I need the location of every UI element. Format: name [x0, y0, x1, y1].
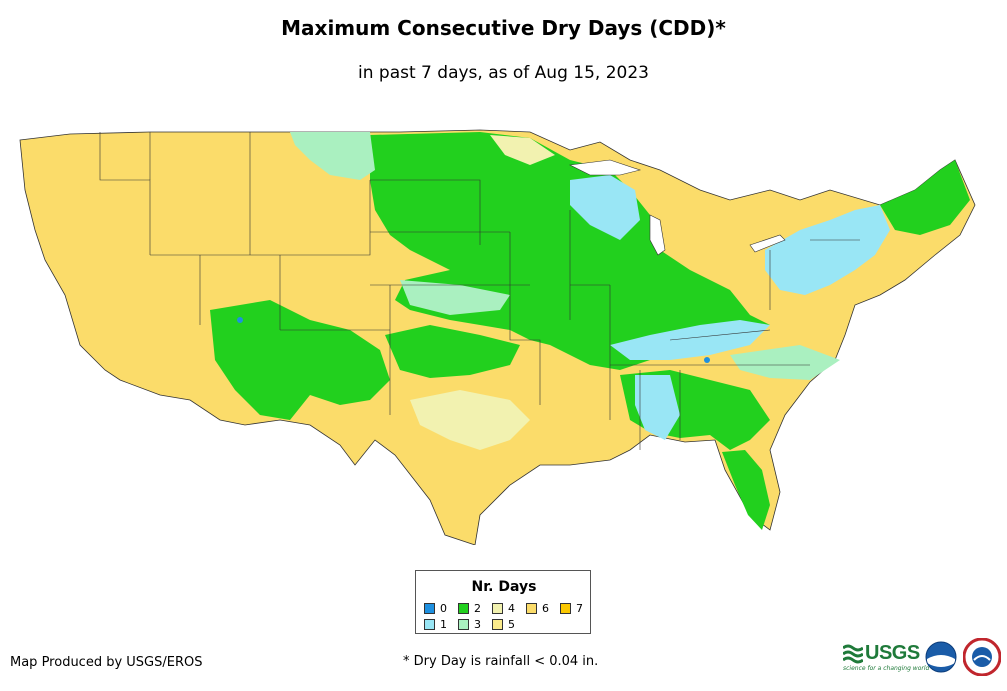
legend-item-7: 7: [560, 603, 583, 615]
state-boundaries: [99, 132, 860, 450]
legend-label: 3: [474, 618, 481, 631]
legend-label: 1: [440, 618, 447, 631]
region-oklahoma-lightgreen: [400, 280, 510, 315]
legend-item-6: 6: [526, 603, 549, 615]
legend-label: 0: [440, 602, 447, 615]
lake-michigan: [649, 214, 666, 256]
region-ohio-blue: [610, 320, 770, 360]
credit-text: Map Produced by USGS/EROS: [10, 655, 203, 670]
region-nd-pale: [490, 135, 555, 165]
region-plains-green: [385, 325, 520, 378]
map-subtitle: in past 7 days, as of Aug 15, 2023: [358, 63, 649, 83]
region-florida-green: [722, 450, 770, 530]
region-michigan-blue: [570, 175, 640, 240]
region-nc-lightgreen: [730, 345, 840, 380]
legend-item-2: 2: [458, 603, 481, 615]
legend-swatch: [492, 603, 503, 614]
legend-swatch: [424, 619, 435, 630]
us-dry-days-map: [19, 129, 976, 545]
usgs-wave-icon: [843, 644, 863, 664]
legend-swatch: [492, 619, 503, 630]
legend-item-0: 0: [424, 603, 447, 615]
legend-item-1: 1: [424, 619, 447, 631]
region-newengland-green: [880, 160, 970, 235]
usgs-tagline: science for a changing world: [843, 665, 930, 672]
legend-label: 2: [474, 602, 481, 615]
region-northeast-blue: [765, 205, 890, 295]
lake-erie: [749, 234, 786, 253]
legend-label: 7: [576, 602, 583, 615]
lake-superior: [568, 159, 642, 176]
usgs-logo: USGS science for a changing world: [843, 640, 929, 676]
dry-day-footnote: * Dry Day is rainfall < 0.04 in.: [403, 654, 599, 669]
legend-item-4: 4: [492, 603, 515, 615]
legend-swatch: [560, 603, 571, 614]
region-montana-lightgreen: [290, 132, 375, 180]
spot-zero-nm: [237, 317, 243, 323]
usgs-wordmark: USGS: [865, 642, 920, 664]
legend-swatch: [526, 603, 537, 614]
legend-swatch: [458, 619, 469, 630]
noaa-logo: [925, 641, 957, 673]
legend-swatch: [458, 603, 469, 614]
nws-logo: [963, 638, 1001, 676]
spot-zero-ga: [704, 357, 710, 363]
legend-label: 4: [508, 602, 515, 615]
legend-label: 5: [508, 618, 515, 631]
legend-item-3: 3: [458, 619, 481, 631]
legend-item-5: 5: [492, 619, 515, 631]
legend: Nr. Days 0 1 2 3 4 5 6 7: [415, 570, 591, 634]
legend-label: 6: [542, 602, 549, 615]
region-alabama-blue: [635, 375, 680, 440]
legend-swatch: [424, 603, 435, 614]
region-texas-pale: [410, 390, 530, 450]
legend-title: Nr. Days: [471, 579, 537, 595]
map-title: Maximum Consecutive Dry Days (CDD)*: [281, 16, 726, 40]
